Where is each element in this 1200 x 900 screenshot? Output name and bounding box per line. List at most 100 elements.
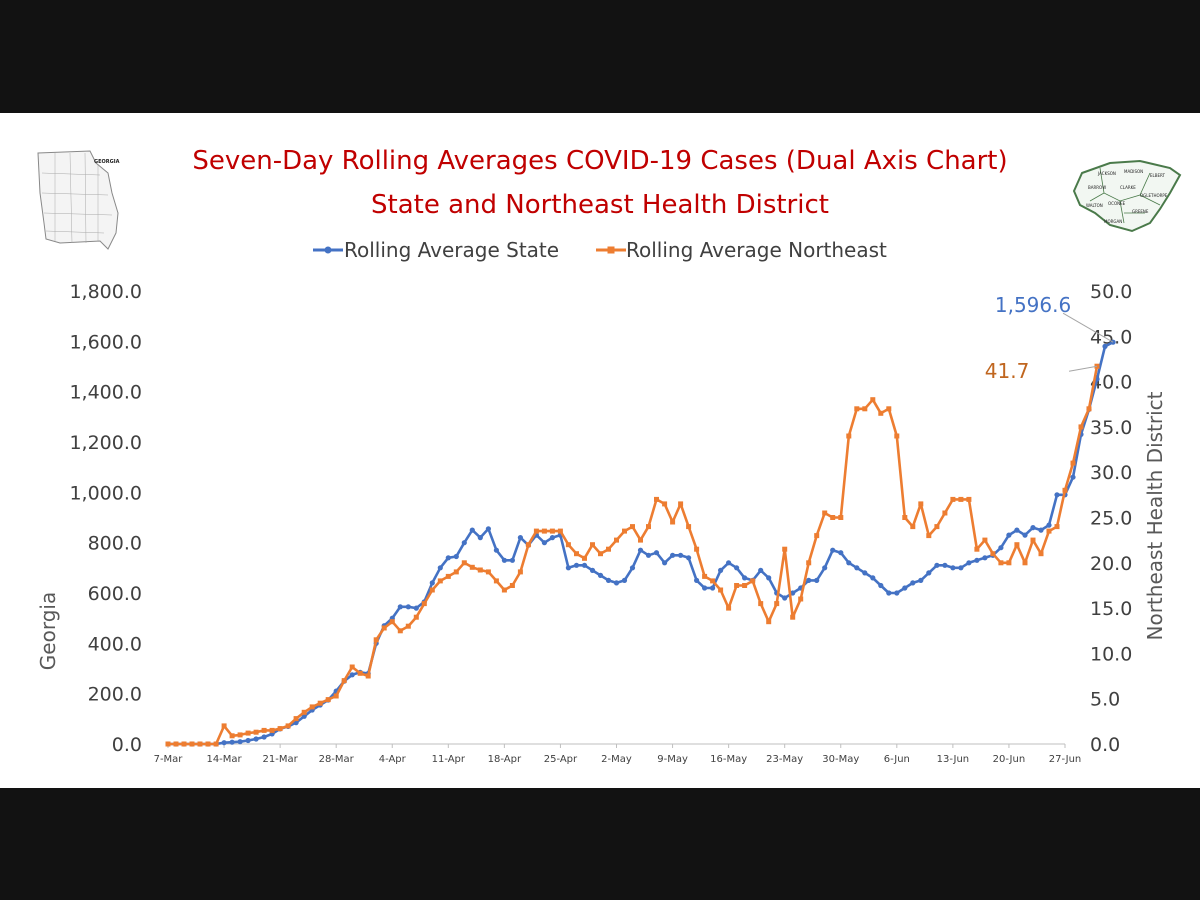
data-point <box>253 729 259 735</box>
data-point <box>477 535 483 541</box>
data-point <box>253 736 259 742</box>
data-point <box>646 524 651 530</box>
county-label: MADISON <box>1124 169 1143 174</box>
x-tick-label: 16-May <box>710 754 747 765</box>
data-point <box>790 614 796 620</box>
data-point <box>277 726 283 732</box>
data-point <box>1086 406 1092 412</box>
data-point <box>702 573 708 579</box>
data-point <box>437 565 443 571</box>
data-point <box>934 562 940 568</box>
data-point <box>509 557 515 563</box>
data-point <box>1046 522 1052 528</box>
y-left-tick-label: 0.0 <box>112 734 142 756</box>
data-point <box>549 535 556 541</box>
data-point <box>830 547 836 553</box>
x-tick-label: 4-Apr <box>379 754 407 765</box>
data-point <box>694 577 700 583</box>
data-point <box>501 557 507 563</box>
data-point <box>1078 424 1084 430</box>
county-label: BARROW <box>1088 185 1106 190</box>
data-point <box>974 546 980 552</box>
x-tick-label: 18-Apr <box>488 754 522 765</box>
data-point <box>894 590 900 596</box>
data-point <box>301 713 307 719</box>
data-point <box>509 583 515 588</box>
y-left-tick-label: 400.0 <box>88 633 142 655</box>
georgia-map-image: GEORGIA <box>37 150 120 250</box>
data-point <box>557 528 563 534</box>
data-point <box>477 567 483 573</box>
data-point <box>173 741 179 747</box>
data-point <box>637 547 644 553</box>
data-point <box>1070 460 1076 466</box>
data-point <box>397 604 403 610</box>
data-point <box>790 590 796 596</box>
data-point <box>662 560 668 566</box>
data-point <box>213 741 219 747</box>
data-point <box>782 595 788 601</box>
data-point <box>846 560 852 566</box>
series-line <box>168 341 1114 746</box>
legend-label-northeast: Rolling Average Northeast <box>626 238 887 262</box>
data-point <box>461 560 467 566</box>
data-point <box>686 524 692 530</box>
data-point <box>982 555 988 561</box>
data-point <box>870 397 876 403</box>
legend-marker-state <box>324 246 332 254</box>
data-point <box>197 741 203 747</box>
data-point <box>349 664 355 670</box>
data-point <box>966 496 972 502</box>
data-point <box>862 406 868 412</box>
data-point <box>397 628 403 634</box>
y-right-tick-label: 40.0 <box>1090 372 1132 394</box>
data-point <box>301 709 307 715</box>
data-point <box>966 560 972 566</box>
data-point <box>854 406 860 412</box>
y-left-tick-label: 1,600.0 <box>69 331 142 353</box>
data-point <box>886 590 892 596</box>
data-point <box>501 587 507 593</box>
data-point <box>934 524 940 530</box>
callout-leader <box>1062 312 1114 343</box>
data-point <box>630 524 635 530</box>
data-point <box>918 577 924 583</box>
data-point <box>694 546 700 552</box>
data-point <box>317 700 323 706</box>
data-point <box>838 515 844 520</box>
data-point <box>1022 532 1028 538</box>
data-point <box>165 741 171 747</box>
data-point <box>910 580 916 586</box>
data-point <box>1110 339 1116 345</box>
data-point <box>453 553 459 560</box>
data-point <box>590 542 595 548</box>
data-point <box>926 533 932 539</box>
x-tick-label: 30-May <box>822 754 859 765</box>
data-point <box>1038 551 1044 557</box>
data-point <box>990 551 996 557</box>
data-point <box>942 510 948 516</box>
data-point <box>1070 474 1076 480</box>
data-point <box>221 723 227 729</box>
data-point <box>533 528 539 534</box>
county-label: OGLETHORPE <box>1140 193 1168 198</box>
county-label: ELBERT <box>1150 173 1166 178</box>
series-state <box>165 339 1116 747</box>
data-point <box>766 619 772 625</box>
data-point <box>982 537 988 543</box>
data-point <box>670 552 676 558</box>
series-line <box>168 365 1099 746</box>
data-point <box>541 540 548 546</box>
legend-item-northeast: Rolling Average Northeast <box>596 238 887 262</box>
data-point <box>493 578 499 584</box>
county-labels: JACKSON MADISON ELBERT BARROW CLARKE OCONEE OG… <box>1086 169 1168 224</box>
data-point <box>1022 560 1028 566</box>
data-point <box>1030 537 1036 543</box>
chart-subtitle: State and Northeast Health District <box>371 190 829 220</box>
data-point <box>614 537 619 543</box>
data-point <box>958 496 964 502</box>
data-point <box>517 535 524 541</box>
y-right-tick-label: 10.0 <box>1090 643 1132 665</box>
county-label: GREENE <box>1132 209 1149 214</box>
county-label: JACKSON <box>1097 171 1116 176</box>
